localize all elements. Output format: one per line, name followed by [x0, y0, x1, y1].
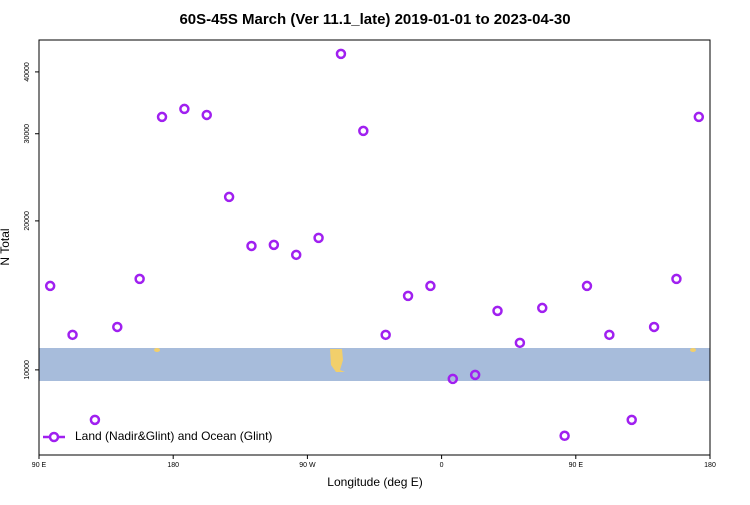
point	[581, 280, 593, 292]
y-tick-label: 20000	[24, 211, 31, 231]
x-axis-label: Longitude (deg E)	[327, 475, 422, 489]
point	[290, 249, 302, 261]
point	[201, 109, 212, 121]
legend-marker	[48, 431, 60, 443]
y-tick-label: 40000	[24, 62, 31, 82]
x-tick-label: 0	[440, 462, 444, 469]
x-tick-label: 90 E	[32, 462, 47, 469]
point	[626, 414, 637, 426]
point	[537, 302, 548, 314]
point	[559, 430, 570, 442]
point	[134, 273, 145, 285]
x-tick-label: 90 E	[569, 462, 584, 469]
point	[380, 329, 391, 341]
x-tick-label: 180	[704, 462, 716, 469]
point	[67, 329, 78, 341]
point	[469, 369, 481, 381]
point	[425, 280, 436, 292]
land	[154, 348, 160, 352]
y-axis-label: N Total	[0, 228, 12, 265]
point	[514, 337, 526, 349]
point	[89, 414, 101, 426]
chart-title: 60S-45S March (Ver 11.1_late) 2019-01-01…	[179, 11, 570, 28]
plot-frame	[38, 39, 711, 456]
point	[179, 103, 190, 115]
point	[447, 373, 459, 385]
point	[693, 111, 705, 123]
point	[358, 125, 369, 137]
point	[492, 305, 503, 317]
y-tick-label: 10000	[24, 360, 31, 380]
point	[112, 321, 123, 333]
point	[402, 290, 414, 302]
point	[671, 273, 682, 285]
point	[156, 111, 168, 123]
legend-label: Land (Nadir&Glint) and Ocean (Glint)	[75, 429, 272, 443]
point	[246, 240, 257, 252]
x-tick-label: 180	[167, 462, 179, 469]
point	[604, 329, 615, 341]
y-tick-label: 30000	[24, 124, 31, 144]
point	[648, 321, 660, 333]
point	[335, 48, 347, 60]
point	[313, 232, 324, 244]
land	[690, 348, 696, 352]
point	[223, 191, 235, 203]
x-tick-label: 90 W	[299, 462, 316, 469]
ocean-strip	[39, 348, 710, 381]
land	[330, 349, 345, 372]
map-strip	[39, 348, 710, 381]
point	[44, 280, 56, 292]
point	[268, 239, 280, 251]
